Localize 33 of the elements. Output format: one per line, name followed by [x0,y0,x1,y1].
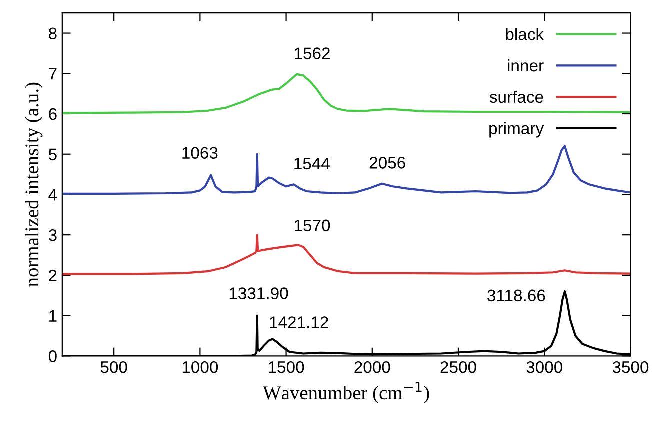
y-tick-label: 0 [48,350,57,362]
y-axis-title: normalized intensity (a.u.) [25,82,43,287]
y-tick-label: 3 [48,229,57,242]
x-tick-label: 1000 [182,361,218,374]
annotation: 1063 [182,147,218,159]
x-tick-label: 2500 [440,361,476,374]
x-tick-label: 3500 [612,361,649,374]
legend-label: black [506,28,544,40]
x-tick-label: 500 [100,361,128,374]
y-tick-label: 8 [49,28,57,40]
legend-label: inner [508,59,544,72]
line-series [62,234,631,276]
annotation: 3118.66 [488,290,546,302]
x-tick-label: 1500 [269,361,304,374]
annotation: 1562 [294,48,330,60]
line-series [62,145,631,195]
y-tick-label: 7 [49,68,57,80]
y-tick-label: 1 [50,310,57,322]
y-tick-label: 6 [49,108,57,120]
legend-label: surface [490,90,544,104]
y-tick-label: 4 [48,189,58,201]
line-series [62,73,631,114]
annotation: 2056 [370,157,406,169]
x-axis-title: Wavenumber (cm$^{−1}$) [262,382,430,404]
annotation: 1421.12 [270,316,328,328]
y-tick-label: 2 [49,270,57,282]
x-tick-label: 2000 [354,361,390,374]
y-tick-label: 5 [48,148,57,161]
x-tick-label: 3000 [526,361,562,374]
legend-label: primary [490,122,544,138]
annotation: 1331.90 [230,288,288,300]
annotation: 1544 [294,158,330,170]
annotation: 1570 [294,220,330,232]
